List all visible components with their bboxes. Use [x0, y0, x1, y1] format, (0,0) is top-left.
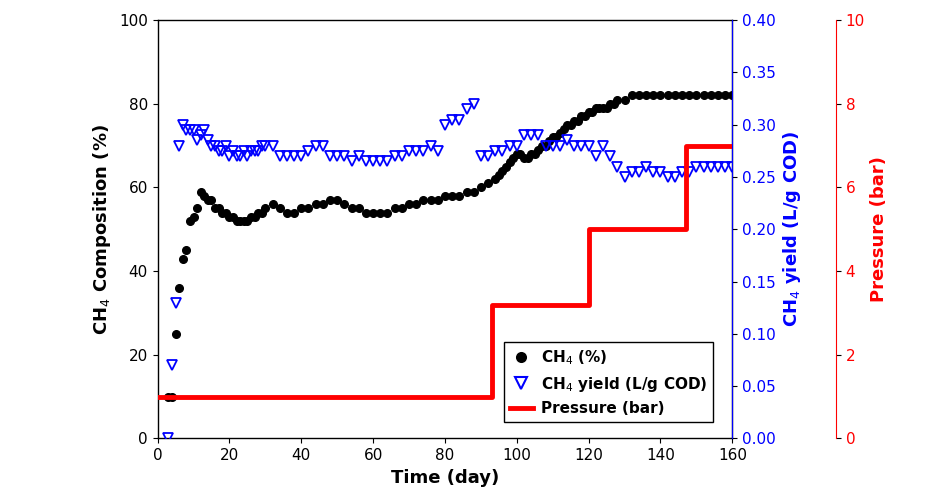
- Legend: CH$_4$ (%), CH$_4$ yield (L/g COD), Pressure (bar): CH$_4$ (%), CH$_4$ yield (L/g COD), Pres…: [504, 342, 713, 422]
- Pressure (bar): [680, 143, 692, 149]
- Pressure (bar): [486, 301, 497, 307]
- CH$_4$ yield (L/g COD): [396, 153, 407, 159]
- CH$_4$ (%): [712, 92, 723, 98]
- Pressure (bar): [152, 394, 163, 400]
- CH$_4$ (%): [554, 130, 565, 136]
- Pressure (bar): [680, 226, 692, 232]
- CH$_4$ (%): [163, 394, 174, 400]
- CH$_4$ yield (L/g COD): [231, 153, 242, 159]
- Y-axis label: CH$_4$ Composition (%): CH$_4$ Composition (%): [92, 124, 113, 335]
- Line: CH$_4$ (%): CH$_4$ (%): [165, 92, 736, 401]
- Pressure (bar): [583, 301, 594, 307]
- Pressure (bar): [486, 394, 497, 400]
- CH$_4$ yield (L/g COD): [533, 132, 544, 138]
- Line: Pressure (bar): Pressure (bar): [158, 146, 732, 397]
- CH$_4$ (%): [683, 92, 694, 98]
- CH$_4$ (%): [727, 92, 738, 98]
- CH$_4$ yield (L/g COD): [597, 143, 608, 149]
- CH$_4$ (%): [626, 92, 637, 98]
- CH$_4$ yield (L/g COD): [217, 148, 228, 154]
- CH$_4$ (%): [296, 206, 307, 212]
- CH$_4$ yield (L/g COD): [468, 101, 479, 107]
- CH$_4$ yield (L/g COD): [163, 435, 174, 442]
- Line: CH$_4$ yield (L/g COD): CH$_4$ yield (L/g COD): [163, 99, 737, 444]
- Pressure (bar): [583, 226, 594, 232]
- CH$_4$ yield (L/g COD): [727, 164, 738, 170]
- CH$_4$ (%): [425, 197, 436, 203]
- CH$_4$ (%): [447, 193, 458, 199]
- Pressure (bar): [727, 143, 738, 149]
- Y-axis label: CH$_4$ yield (L/g COD): CH$_4$ yield (L/g COD): [781, 131, 804, 328]
- Y-axis label: Pressure (bar): Pressure (bar): [870, 156, 888, 302]
- X-axis label: Time (day): Time (day): [391, 469, 499, 487]
- CH$_4$ yield (L/g COD): [206, 143, 217, 149]
